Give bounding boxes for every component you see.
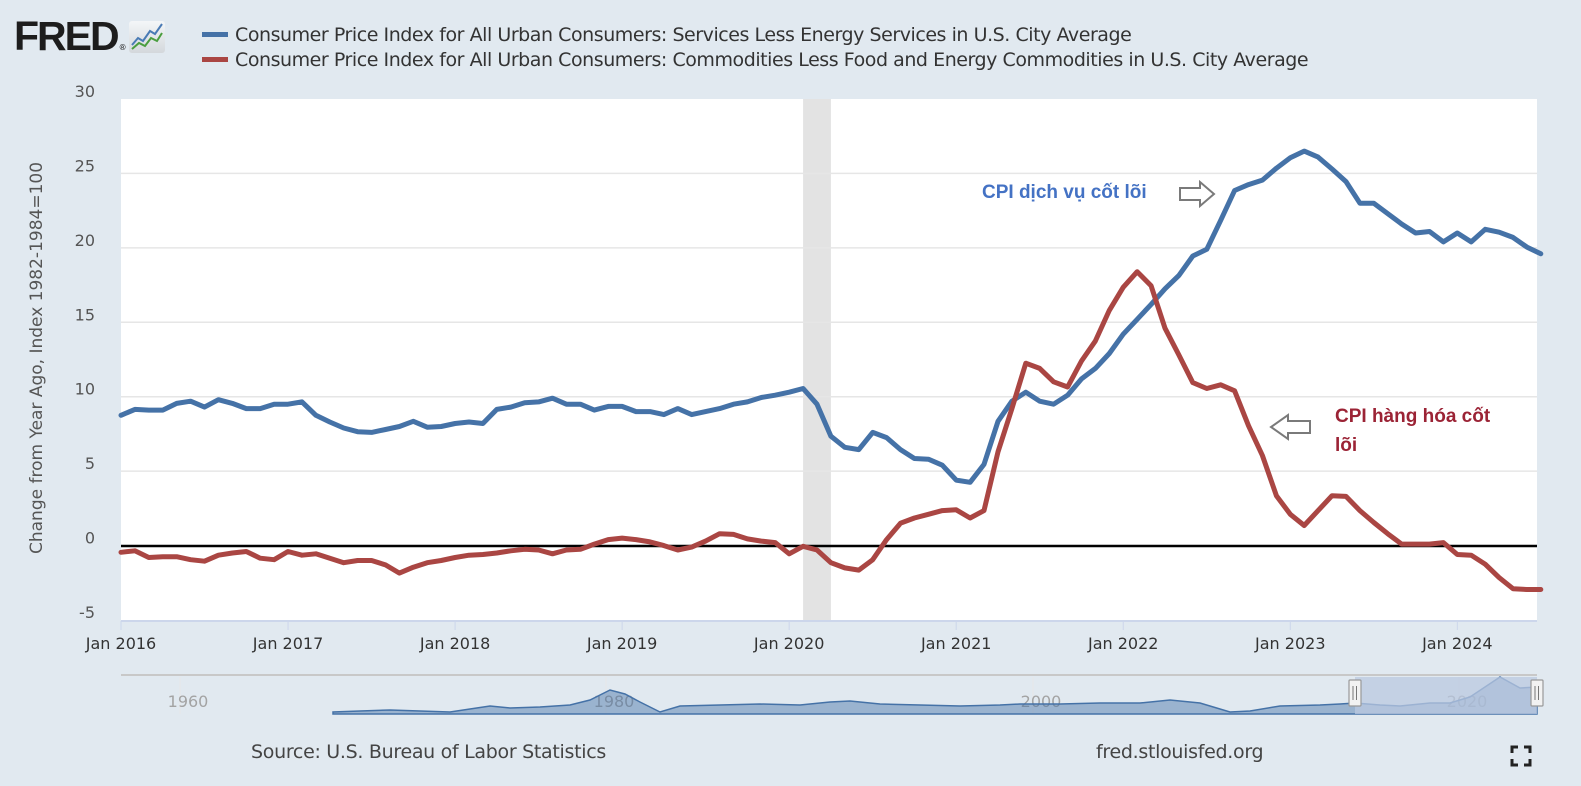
navigator-label: 1980: [594, 692, 635, 711]
x-tick-label: Jan 2023: [1254, 634, 1325, 653]
source-note: Source: U.S. Bureau of Labor Statistics: [251, 741, 606, 763]
annotation-core-goods: CPI hàng hóa cốt lõi: [1335, 402, 1515, 460]
navigator-selected-range[interactable]: [1355, 677, 1537, 714]
y-axis-ticks: -5 0 5 10 15 20 25 30: [75, 82, 95, 622]
y-tick-label: 5: [85, 454, 95, 473]
registered-mark: ®: [118, 43, 127, 52]
legend-label-services: Consumer Price Index for All Urban Consu…: [235, 23, 1132, 46]
site-url[interactable]: fred.stlouisfed.org: [1096, 741, 1264, 763]
legend-item-goods[interactable]: Consumer Price Index for All Urban Consu…: [202, 47, 1309, 72]
x-tick-label: Jan 2017: [252, 634, 323, 653]
fullscreen-icon[interactable]: [1510, 745, 1532, 767]
legend-item-services[interactable]: Consumer Price Index for All Urban Consu…: [202, 22, 1308, 47]
x-tick-label: Jan 2021: [920, 634, 991, 653]
annotation-core-services: CPI dịch vụ cốt lõi: [982, 178, 1147, 207]
x-tick-label: Jan 2020: [753, 634, 824, 653]
x-axis-ticks: Jan 2016 Jan 2017 Jan 2018 Jan 2019 Jan 2020…: [85, 620, 1537, 653]
x-tick-label: Jan 2022: [1087, 634, 1158, 653]
range-navigator[interactable]: 1960198020002020: [121, 674, 1544, 715]
y-tick-label: 25: [75, 156, 95, 175]
left-arrow-icon: [1269, 413, 1311, 441]
navigator-label: 1960: [168, 692, 209, 711]
y-tick-label: 10: [75, 380, 95, 399]
y-tick-label: 0: [85, 529, 95, 548]
logo-text: FRED: [14, 13, 120, 59]
recession-shading-group: [803, 99, 831, 620]
legend-label-goods: Consumer Price Index for All Urban Consu…: [235, 48, 1309, 71]
line-chart-icon: [128, 21, 165, 53]
fred-logo[interactable]: FRED ®: [14, 13, 165, 59]
legend-swatch-services: [202, 32, 228, 37]
y-tick-label: 30: [75, 82, 95, 101]
y-tick-label: -5: [79, 603, 95, 622]
y-tick-label: 20: [75, 231, 95, 250]
chart-legend: Consumer Price Index for All Urban Consu…: [202, 22, 1309, 72]
x-tick-label: Jan 2018: [419, 634, 490, 653]
y-tick-label: 15: [75, 305, 95, 324]
annotation-services-text: CPI dịch vụ cốt lõi: [982, 182, 1147, 203]
annotation-goods-text: CPI hàng hóa cốt lõi: [1335, 406, 1491, 456]
y-axis-label: Change from Year Ago, Index 1982-1984=10…: [27, 162, 47, 554]
x-tick-label: Jan 2016: [85, 634, 156, 653]
navigator-left-handle[interactable]: [1348, 679, 1362, 707]
recession-band: [803, 99, 831, 620]
navigator-right-handle[interactable]: [1530, 679, 1544, 707]
navigator-label: 2000: [1021, 692, 1062, 711]
right-arrow-icon: [1179, 180, 1216, 208]
series-group: [118, 148, 1544, 592]
x-tick-label: Jan 2019: [586, 634, 657, 653]
legend-swatch-goods: [202, 57, 228, 62]
x-tick-label: Jan 2024: [1421, 634, 1492, 653]
